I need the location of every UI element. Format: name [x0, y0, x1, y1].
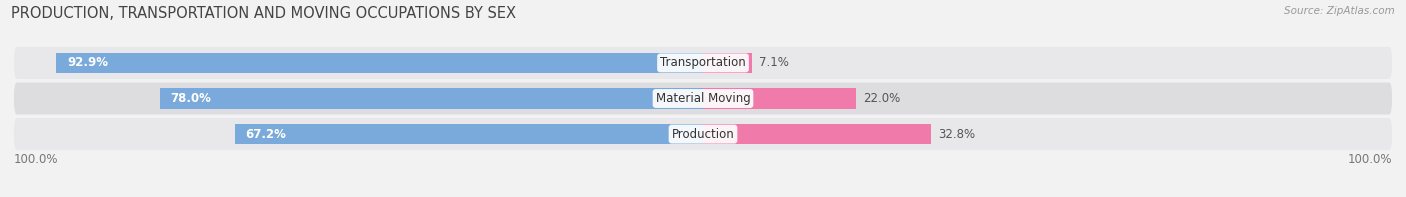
Bar	[235, 124, 703, 144]
Bar	[703, 88, 856, 109]
Text: 100.0%: 100.0%	[1347, 153, 1392, 166]
Text: Transportation: Transportation	[661, 56, 745, 69]
Text: Source: ZipAtlas.com: Source: ZipAtlas.com	[1284, 6, 1395, 16]
Text: 7.1%: 7.1%	[759, 56, 789, 69]
Bar	[703, 53, 752, 73]
FancyBboxPatch shape	[14, 83, 1392, 114]
Text: 22.0%: 22.0%	[863, 92, 900, 105]
FancyBboxPatch shape	[14, 47, 1392, 79]
Text: 78.0%: 78.0%	[170, 92, 211, 105]
FancyBboxPatch shape	[14, 118, 1392, 150]
Text: Material Moving: Material Moving	[655, 92, 751, 105]
Text: 100.0%: 100.0%	[14, 153, 59, 166]
Bar	[160, 88, 703, 109]
Bar	[56, 53, 703, 73]
Text: 92.9%: 92.9%	[67, 56, 108, 69]
Text: Production: Production	[672, 128, 734, 141]
Text: PRODUCTION, TRANSPORTATION AND MOVING OCCUPATIONS BY SEX: PRODUCTION, TRANSPORTATION AND MOVING OC…	[11, 6, 516, 21]
Text: 32.8%: 32.8%	[938, 128, 976, 141]
Bar	[703, 124, 931, 144]
Text: 67.2%: 67.2%	[246, 128, 287, 141]
